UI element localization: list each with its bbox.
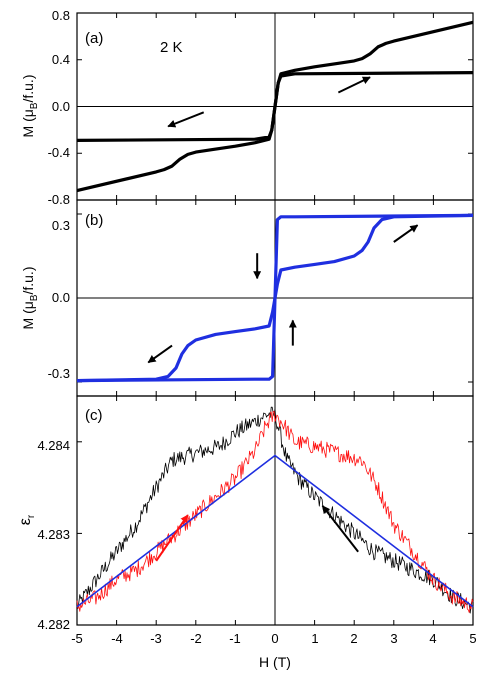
x-axis-title: H (T) <box>259 654 291 670</box>
y-tick-a-3: 0.4 <box>52 52 70 67</box>
y-tick-a-2: 0.0 <box>52 99 70 114</box>
y-tick-b-1: 0.0 <box>52 290 70 305</box>
y-tick-c-2: 4.284 <box>37 438 70 453</box>
panel-b-label: (b) <box>85 212 103 229</box>
direction-arrow-b-0 <box>393 224 419 243</box>
x-tick-0: -5 <box>71 631 83 646</box>
y-tick-b-2: 0.3 <box>52 218 70 233</box>
panel-a-label: (a) <box>85 30 103 47</box>
series-line-c-2 <box>76 454 474 608</box>
direction-arrow-a-1 <box>167 111 205 128</box>
y-tick-c-0: 4.282 <box>37 617 70 632</box>
panel-c: (c) εr 4.282 4.283 4.284 -5 -4 -3 -2 -1 … <box>17 395 477 670</box>
x-tick-7: 2 <box>350 631 357 646</box>
y-title-a-part2: /f.u.) <box>20 75 36 103</box>
direction-arrow-c-1 <box>321 505 359 553</box>
y-title-c-symbol: ε <box>17 518 34 525</box>
panel-a-temperature-annotation: 2 K <box>160 39 183 56</box>
y-title-b-sub: B <box>29 294 40 301</box>
x-tick-5: 0 <box>271 631 278 646</box>
x-tick-1: -4 <box>111 631 123 646</box>
series-line-a-1 <box>76 20 474 142</box>
panel-a-y-axis-title: M (μB/f.u.) <box>20 75 40 138</box>
y-tick-c-1: 4.283 <box>37 527 70 542</box>
series-line-b-1 <box>76 213 474 383</box>
y-title-a-sub: B <box>29 102 40 109</box>
y-title-a-part1: M (μ <box>20 109 36 137</box>
direction-arrow-b-1 <box>147 344 173 364</box>
y-title-c-sub: r <box>26 514 37 518</box>
panel-c-y-axis-title: εr <box>17 514 37 525</box>
direction-arrow-c-0 <box>155 514 189 562</box>
direction-arrow-a-0 <box>337 76 371 94</box>
y-tick-a-0: -0.8 <box>48 192 70 207</box>
x-tick-8: 3 <box>390 631 397 646</box>
x-tick-2: -3 <box>150 631 162 646</box>
x-tick-6: 1 <box>311 631 318 646</box>
panel-b-y-axis-title: M (μB/f.u.) <box>20 267 40 330</box>
series-line-c-1 <box>76 410 474 613</box>
x-tick-4: -1 <box>229 631 241 646</box>
x-tick-10: 5 <box>469 631 476 646</box>
y-title-b-part2: /f.u.) <box>20 267 36 295</box>
y-tick-b-0: -0.3 <box>48 366 70 381</box>
plot-layer <box>76 12 474 626</box>
series-line-b-0 <box>76 213 474 383</box>
x-tick-3: -2 <box>190 631 202 646</box>
panel-c-label: (c) <box>85 407 103 424</box>
y-tick-a-4: 0.8 <box>52 8 70 23</box>
y-tick-a-1: -0.4 <box>48 145 70 160</box>
x-tick-9: 4 <box>429 631 436 646</box>
series-line-c-0 <box>76 406 474 614</box>
y-title-b-part1: M (μ <box>20 301 36 329</box>
